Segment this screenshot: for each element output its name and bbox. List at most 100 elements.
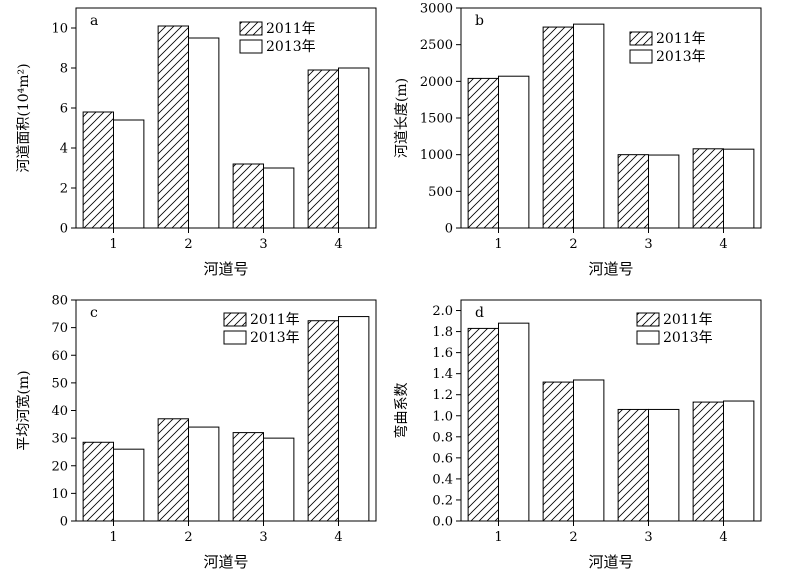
legend-swatch-2011 <box>239 21 263 36</box>
x-axis-label: 河道号 <box>203 553 248 571</box>
plot-frame <box>460 299 762 522</box>
bar-2011-river-2 <box>157 418 189 522</box>
bar-2011-river-1 <box>467 327 499 522</box>
y-tick-label: 2500 <box>420 38 453 53</box>
y-tick-label: 80 <box>51 294 68 309</box>
x-tick-label: 4 <box>719 237 727 252</box>
y-axis-label: 平均河宽(m) <box>15 370 32 450</box>
bar-2013-river-1 <box>498 322 530 522</box>
legend-swatch-2013 <box>636 330 660 345</box>
x-tick-label: 1 <box>494 237 502 252</box>
bar-2011-river-2 <box>157 25 189 229</box>
bar-2013-river-1 <box>498 75 530 229</box>
y-tick-label: 0.4 <box>432 472 453 487</box>
y-tick-label: 2000 <box>420 75 453 90</box>
x-tick-label: 4 <box>719 530 727 545</box>
y-tick-label: 40 <box>51 404 68 419</box>
y-tick-label: 0 <box>60 222 68 237</box>
panel-letter: c <box>90 305 98 321</box>
bar-2013-river-3 <box>263 167 295 229</box>
y-tick-label: 10 <box>51 487 68 502</box>
y-tick-label: 2.0 <box>432 304 453 319</box>
bar-2011-river-3 <box>617 154 649 229</box>
legend-label-2013: 2013年 <box>656 49 706 65</box>
bar-2011-river-4 <box>692 401 724 522</box>
legend-label-2013: 2013年 <box>250 330 300 346</box>
chart-panel-d: 0.0 0.2 0.4 0.6 0.8 1.0 1.2 1.4 1.6 1.8 2.0 1 2 3 4 d 河道… <box>393 299 762 571</box>
bar-2011-river-1 <box>82 441 114 522</box>
bar-2013-river-2 <box>573 379 605 522</box>
y-tick-label: 20 <box>51 459 68 474</box>
y-tick-label: 500 <box>428 185 453 200</box>
x-tick-label: 4 <box>334 237 342 252</box>
plot-frame <box>75 7 377 229</box>
y-tick-label: 0 <box>60 515 68 530</box>
chart-panel-b: 0 500 1000 1500 2000 2500 3000 1 2 3 4 b 河道号 河道长度(m) 2… <box>394 2 762 278</box>
x-tick-label: 2 <box>184 530 192 545</box>
x-tick-label: 3 <box>644 237 652 252</box>
y-tick-label: 1.0 <box>432 409 453 424</box>
bar-2013-river-4 <box>338 316 370 522</box>
legend-label-2013: 2013年 <box>663 330 713 346</box>
y-tick-label: 1000 <box>420 148 453 163</box>
bar-2013-river-3 <box>648 408 680 522</box>
chart-panel-c: 0 10 20 30 40 50 60 70 80 1 2 3 4 c 河道号 平均河宽(m) 2011年 201… <box>15 294 377 571</box>
y-tick-label: 60 <box>51 349 68 364</box>
x-tick-label: 1 <box>109 237 117 252</box>
y-tick-label: 0 <box>445 222 453 237</box>
x-axis-label: 河道号 <box>588 553 633 571</box>
y-tick-label: 1.8 <box>432 325 453 340</box>
x-axis-label: 河道号 <box>588 260 633 278</box>
panel-letter: b <box>475 13 484 29</box>
x-tick-label: 1 <box>494 530 502 545</box>
y-tick-label: 3000 <box>420 2 453 17</box>
y-tick-label: 1.6 <box>432 346 453 361</box>
bar-2013-river-2 <box>573 23 605 229</box>
legend-label-2011: 2011年 <box>656 31 706 47</box>
legend-label-2011: 2011年 <box>266 21 316 37</box>
panel-letter: d <box>475 305 484 321</box>
legend-swatch-2013 <box>223 330 247 345</box>
bar-2013-river-4 <box>723 400 755 522</box>
x-tick-label: 2 <box>184 237 192 252</box>
bar-2013-river-2 <box>188 37 220 229</box>
x-tick-label: 2 <box>569 530 577 545</box>
y-tick-label: 30 <box>51 432 68 447</box>
bar-2013-river-2 <box>188 426 220 522</box>
x-tick-label: 3 <box>644 530 652 545</box>
y-tick-label: 1.2 <box>432 388 453 403</box>
bar-2013-river-3 <box>263 437 295 522</box>
y-tick-label: 4 <box>60 142 68 157</box>
y-tick-label: 0.2 <box>432 493 453 508</box>
y-axis-label: 河道长度(m) <box>394 78 410 158</box>
y-tick-label: 8 <box>60 62 68 77</box>
legend-label-2011: 2011年 <box>663 312 713 328</box>
legend-label-2011: 2011年 <box>250 312 300 328</box>
y-tick-label: 1.4 <box>432 367 453 382</box>
bar-2013-river-1 <box>113 448 145 522</box>
x-tick-label: 4 <box>334 530 342 545</box>
y-tick-label: 1500 <box>420 112 453 127</box>
bar-2011-river-2 <box>542 26 574 229</box>
bar-2011-river-3 <box>617 408 649 522</box>
y-axis-label: 弯曲系数 <box>393 383 410 439</box>
y-tick-label: 10 <box>51 22 68 37</box>
bar-2013-river-3 <box>648 154 680 229</box>
x-tick-label: 3 <box>259 237 267 252</box>
y-axis-label: 河道面积(10⁴m²) <box>16 63 32 172</box>
y-tick-label: 0.0 <box>432 515 453 530</box>
legend-swatch-2011 <box>223 312 247 327</box>
x-tick-label: 2 <box>569 237 577 252</box>
bar-2011-river-4 <box>307 69 339 229</box>
legend-swatch-2013 <box>629 49 653 64</box>
bar-2013-river-1 <box>113 119 145 229</box>
panel-letter: a <box>90 13 98 29</box>
bar-2011-river-4 <box>307 320 339 522</box>
y-tick-label: 6 <box>60 102 68 117</box>
y-tick-label: 70 <box>51 321 68 336</box>
y-tick-label: 50 <box>51 376 68 391</box>
legend-swatch-2013 <box>239 39 263 54</box>
bar-2011-river-1 <box>82 111 114 229</box>
y-tick-label: 2 <box>60 182 68 197</box>
bar-2011-river-2 <box>542 381 574 522</box>
